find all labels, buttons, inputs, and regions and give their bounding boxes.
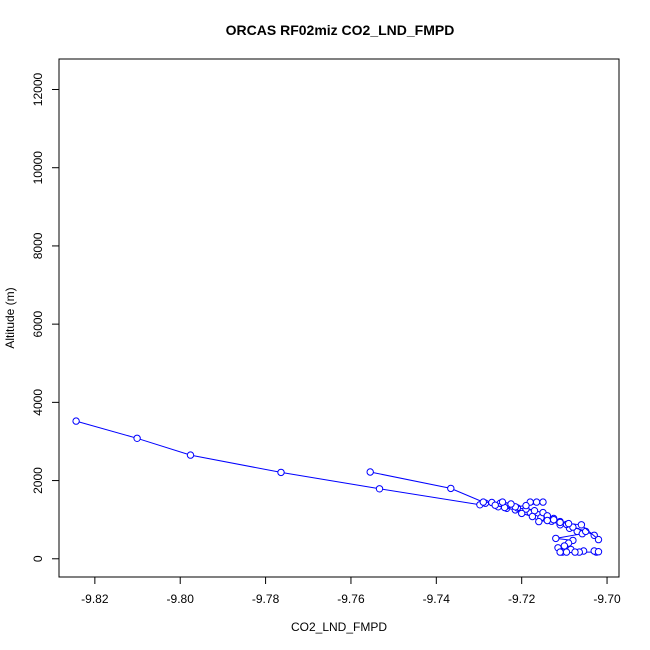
data-point [560, 542, 569, 550]
x-tick-label: -9.72 [508, 592, 536, 606]
data-point [562, 548, 571, 556]
x-axis: -9.82 -9.80 -9.78 -9.76 -9.74 -9.72 -9.70 [81, 576, 621, 606]
chart-title: ORCAS RF02miz CO2_LND_FMPD [226, 22, 455, 38]
data-point [133, 434, 141, 442]
data-point [447, 484, 455, 493]
data-point [535, 517, 543, 526]
data-point [479, 498, 487, 506]
data-point [277, 468, 285, 477]
data-point [72, 417, 80, 425]
data-point [498, 498, 507, 506]
y-axis-label: Altitude (m) [3, 287, 17, 348]
series-1 [366, 468, 598, 539]
y-tick-label: 10000 [31, 151, 45, 185]
data-point [507, 500, 515, 508]
series-layer [72, 417, 603, 556]
x-tick-label: -9.80 [167, 592, 195, 606]
data-point [491, 501, 499, 509]
data-point [550, 516, 558, 524]
y-tick-label: 2000 [31, 467, 45, 494]
x-tick-label: -9.74 [423, 592, 451, 606]
data-point [556, 518, 564, 527]
x-axis-label: CO2_LND_FMPD [291, 620, 387, 634]
data-point [594, 535, 603, 544]
y-tick-label: 0 [31, 555, 45, 562]
data-point [518, 509, 526, 518]
series-0 [72, 417, 603, 556]
data-point [552, 534, 560, 543]
data-point [539, 498, 547, 506]
series-2 [491, 498, 603, 544]
y-tick-label: 12000 [31, 72, 45, 106]
x-tick-label: -9.82 [81, 592, 109, 606]
data-point [528, 512, 537, 521]
data-point [571, 548, 579, 556]
data-point [375, 485, 384, 493]
y-tick-label: 6000 [31, 310, 45, 337]
y-axis: 0 2000 4000 6000 8000 10000 12000 [31, 72, 60, 562]
data-point [366, 468, 374, 476]
x-tick-label: -9.76 [337, 592, 365, 606]
data-point [556, 548, 564, 556]
data-point [186, 451, 195, 459]
y-tick-label: 8000 [31, 232, 45, 259]
data-point [594, 548, 603, 556]
x-tick-label: -9.78 [252, 592, 280, 606]
data-point [522, 501, 530, 510]
data-point [543, 516, 551, 525]
data-point [532, 498, 541, 506]
x-tick-label: -9.70 [593, 592, 621, 606]
data-point [577, 521, 586, 529]
y-tick-label: 4000 [31, 389, 45, 416]
series-line [75, 420, 599, 553]
data-point [564, 519, 573, 528]
